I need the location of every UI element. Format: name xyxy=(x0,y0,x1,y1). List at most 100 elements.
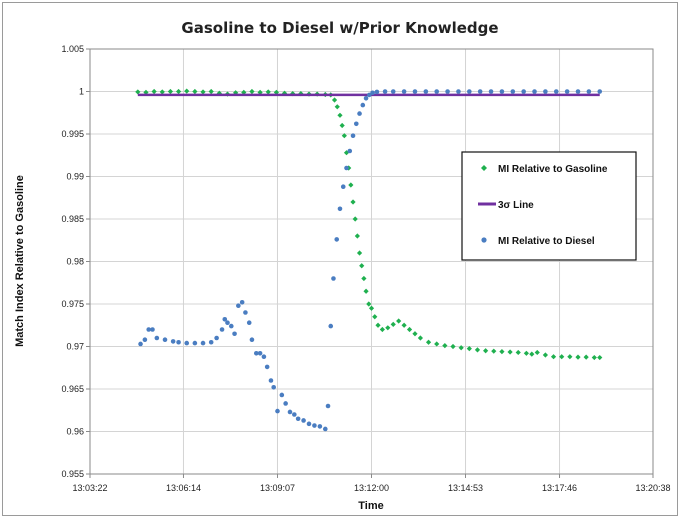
legend-box xyxy=(461,151,637,261)
gasoline-point xyxy=(354,233,360,239)
x-tick-label: 13:06:14 xyxy=(166,483,201,493)
diesel-point xyxy=(382,89,388,94)
gasoline-point xyxy=(396,318,402,324)
diesel-point xyxy=(367,92,372,98)
y-tick-label: 0.96 xyxy=(66,427,84,437)
y-tick-label: 0.965 xyxy=(61,384,84,394)
x-tick-labels: 13:03:22 13:06:14 13:09:07 13:12:00 13:14:53… xyxy=(72,474,671,493)
gasoline-point xyxy=(159,89,165,95)
diesel-point xyxy=(340,184,346,189)
diesel-point xyxy=(306,421,312,427)
gasoline-point xyxy=(434,341,440,347)
diesel-point xyxy=(510,89,516,94)
gasoline-point xyxy=(591,354,597,361)
diesel-point xyxy=(214,335,219,341)
gasoline-point xyxy=(341,133,347,139)
diesel-point xyxy=(370,90,375,96)
x-tick-label: 13:12:00 xyxy=(354,483,389,493)
gasoline-point xyxy=(356,250,363,256)
legend-marker-gasoline xyxy=(481,165,487,171)
y-tick-label: 0.99 xyxy=(66,172,84,182)
diesel-point xyxy=(344,165,349,171)
diesel-point xyxy=(317,424,323,429)
gasoline-point xyxy=(390,321,396,327)
diesel-point xyxy=(323,426,328,432)
legend-marker-diesel xyxy=(481,237,487,243)
gasoline-point xyxy=(425,339,432,345)
diesel-point xyxy=(146,327,151,332)
diesel-point xyxy=(353,121,359,127)
gasoline-point xyxy=(331,97,338,103)
diesel-point xyxy=(253,351,259,356)
gasoline-point xyxy=(529,351,535,357)
y-tick-label: 1.005 xyxy=(61,44,84,54)
gasoline-point xyxy=(192,88,198,95)
gasoline-point xyxy=(241,89,247,95)
gasoline-point xyxy=(406,326,413,333)
gasoline-point xyxy=(368,305,375,311)
x-axis-label: Time xyxy=(358,500,383,512)
x-tick-label: 13:14:53 xyxy=(448,483,483,493)
diesel-point xyxy=(184,340,190,346)
gasoline-point xyxy=(366,301,372,307)
diesel-point xyxy=(268,378,274,383)
gasoline-point xyxy=(200,89,206,95)
gasoline-point xyxy=(550,354,557,360)
diesel-point xyxy=(390,89,396,94)
y-axis-label: Match Index Relative to Gasoline xyxy=(14,175,26,347)
diesel-point xyxy=(192,340,198,346)
legend: MI Relative to Gasoline 3σ Line MI Relat… xyxy=(461,151,637,261)
gasoline-point xyxy=(167,88,174,95)
diesel-point xyxy=(325,403,331,409)
y-tick-label: 0.955 xyxy=(61,469,84,479)
diesel-point xyxy=(412,89,418,94)
diesel-point xyxy=(312,423,317,428)
diesel-point xyxy=(154,335,160,341)
diesel-point xyxy=(295,416,301,422)
diesel-point xyxy=(363,96,369,101)
diesel-point xyxy=(445,89,450,94)
diesel-point xyxy=(283,401,288,406)
gasoline-point xyxy=(542,352,548,358)
gasoline-point xyxy=(348,182,354,188)
gasoline-point xyxy=(597,354,603,361)
gasoline-point xyxy=(151,88,157,95)
diesel-point xyxy=(543,89,548,94)
series-2 xyxy=(138,89,603,432)
diesel-point xyxy=(347,148,353,154)
gasoline-point xyxy=(273,89,279,95)
x-tick-label: 13:20:38 xyxy=(635,483,670,493)
series-0 xyxy=(135,88,603,361)
diesel-point xyxy=(456,89,461,94)
diesel-point xyxy=(257,351,263,356)
gasoline-point xyxy=(483,348,489,354)
diesel-point xyxy=(328,323,334,329)
grid-layer xyxy=(89,48,654,475)
diesel-point xyxy=(275,408,280,414)
diesel-point xyxy=(553,89,559,94)
gasoline-point xyxy=(523,350,529,356)
diesel-point xyxy=(350,133,356,138)
diesel-point xyxy=(236,303,241,309)
diesel-point xyxy=(142,337,148,343)
diesel-point xyxy=(287,409,293,415)
diesel-point xyxy=(499,89,505,94)
diesel-point xyxy=(401,89,407,94)
legend-label-gasoline: MI Relative to Gasoline xyxy=(498,164,608,175)
gasoline-point xyxy=(401,322,407,328)
diesel-point xyxy=(360,102,366,108)
diesel-point xyxy=(564,89,570,94)
diesel-point xyxy=(467,89,472,94)
diesel-point xyxy=(271,385,276,390)
gasoline-point xyxy=(257,89,263,95)
diesel-point xyxy=(261,354,267,360)
diesel-point xyxy=(337,206,343,212)
gasoline-point xyxy=(352,216,358,222)
gasoline-point xyxy=(334,104,340,110)
gasoline-point xyxy=(491,348,497,354)
diesel-point xyxy=(279,392,285,398)
diesel-point xyxy=(597,89,603,94)
gasoline-point xyxy=(363,288,369,294)
gasoline-point xyxy=(412,331,418,337)
